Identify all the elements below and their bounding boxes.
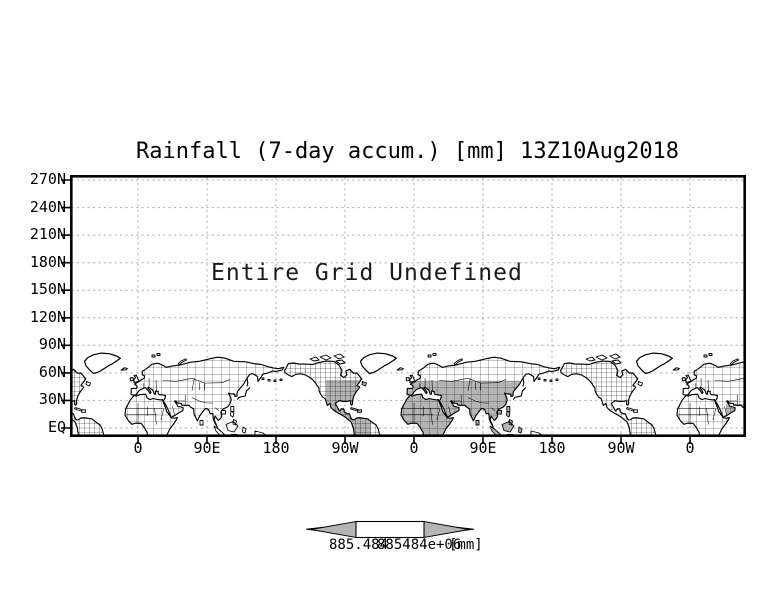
land-fill: [0, 353, 784, 436]
x-tick-label-9: 0: [685, 439, 695, 457]
world-map: [0, 353, 784, 436]
x-tick-label-5: 0: [409, 439, 419, 457]
y-tick-label-270n: 270N: [29, 170, 66, 188]
x-tick-label-3: 180: [262, 439, 290, 457]
x-tick-label-1: 0: [133, 439, 143, 457]
y-tick-label-30n: 30N: [38, 390, 66, 408]
x-tick-label-7: 180: [538, 439, 566, 457]
colorbar-min-label: 885.484: [329, 537, 389, 553]
y-tick-label-eq: EQ: [47, 418, 66, 436]
colorbar-unit-label: [mm]: [449, 537, 483, 553]
colorbar-box: [355, 520, 425, 539]
colorbar: [305, 520, 475, 539]
plot-frame: [70, 175, 747, 437]
plot-title: Rainfall (7-day accum.) [mm] 13Z10Aug201…: [136, 139, 680, 164]
y-tick-label-240n: 240N: [29, 198, 66, 216]
y-tick-label-150n: 150N: [29, 280, 66, 298]
coastline-linework: [0, 353, 784, 436]
y-tick-label-90n: 90N: [38, 335, 66, 353]
y-tick-label-60n: 60N: [38, 363, 66, 381]
x-tick-label-2: 90E: [193, 439, 221, 457]
axis-ticks: [61, 179, 691, 444]
grid-undefined-message: Entire Grid Undefined: [211, 260, 523, 286]
y-tick-label-180n: 180N: [29, 253, 66, 271]
x-tick-label-6: 90E: [469, 439, 497, 457]
y-tick-label-120n: 120N: [29, 308, 66, 326]
x-tick-label-4: 90W: [331, 439, 359, 457]
colorbar-right-arrow: [423, 520, 470, 539]
y-tick-label-210n: 210N: [29, 225, 66, 243]
colorbar-max-label: 885484e+06: [377, 537, 462, 553]
x-tick-label-8: 90W: [607, 439, 635, 457]
colorbar-left-arrow: [310, 520, 357, 539]
